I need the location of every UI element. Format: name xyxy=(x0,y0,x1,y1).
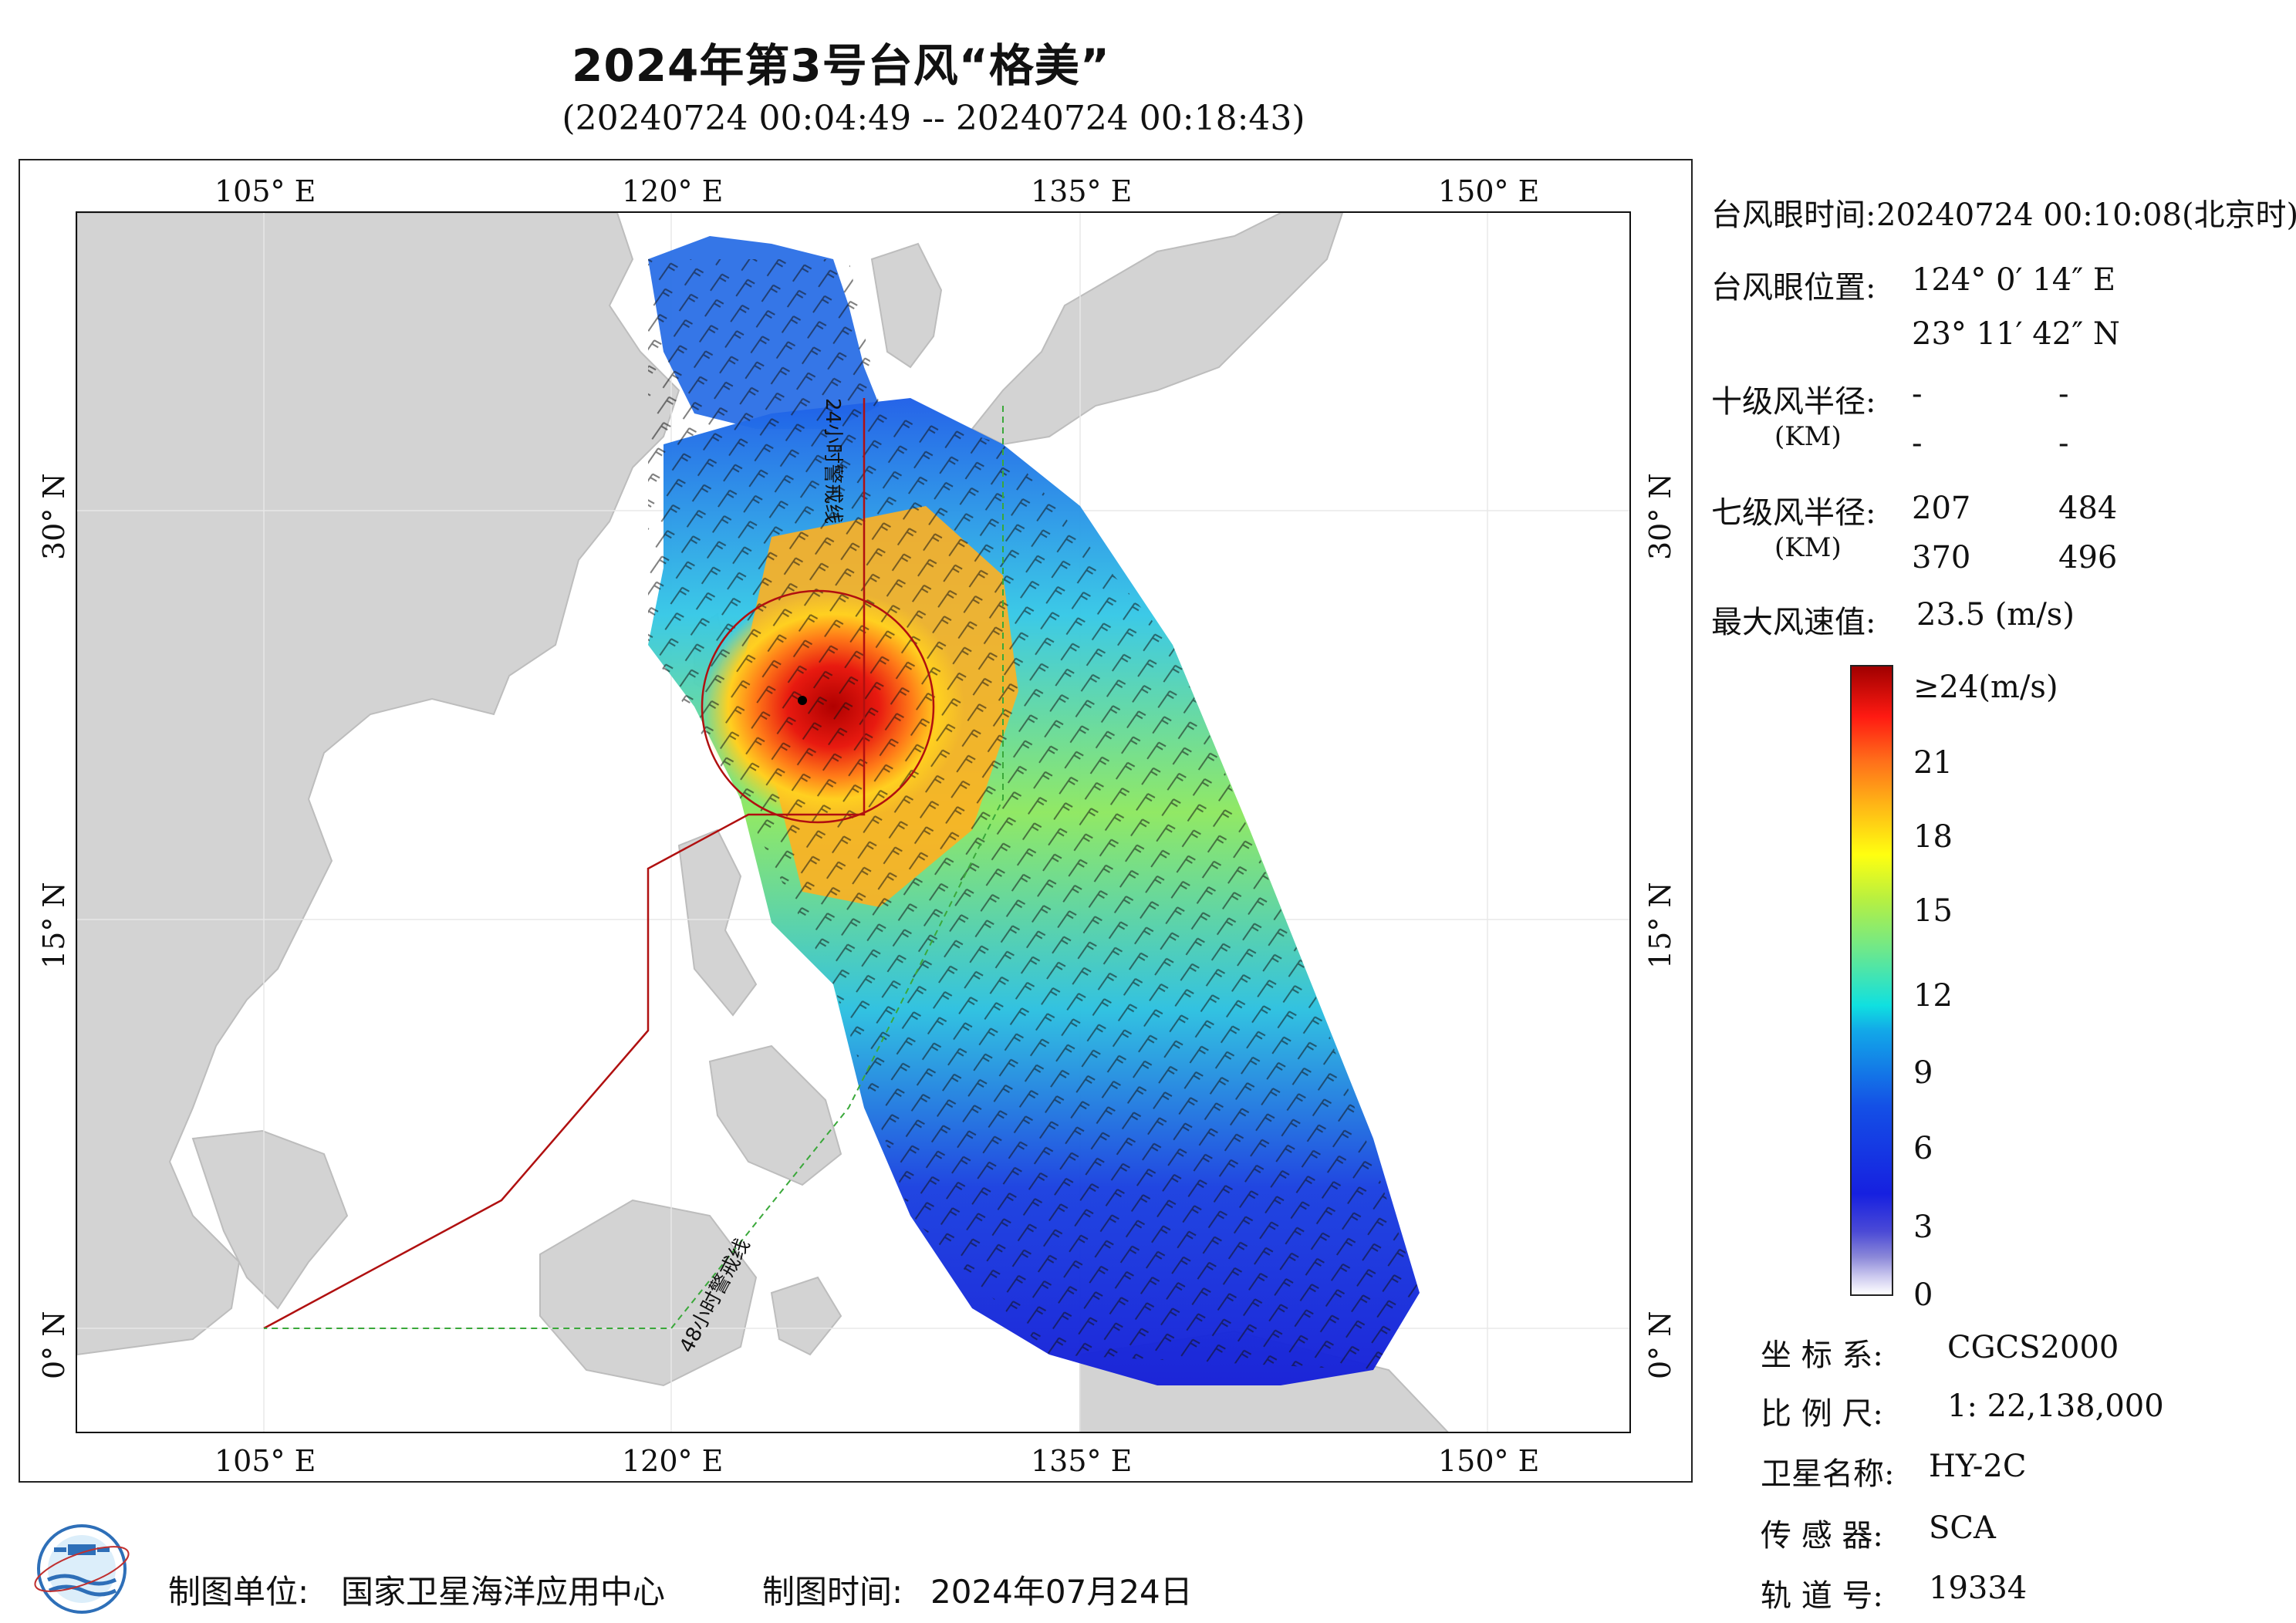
r10-value-3: - xyxy=(1912,426,1923,461)
colorbar-label-0: 0 xyxy=(1913,1277,1933,1313)
map-canvas xyxy=(77,213,1629,1432)
colorbar-label-12: 12 xyxy=(1913,978,1953,1014)
lon-bottom-135: 135° E xyxy=(1031,1444,1133,1478)
colorbar-label-18: 18 xyxy=(1913,819,1953,855)
eye-longitude: 124° 0′ 14″ E xyxy=(1912,262,2116,298)
eye-time-value: 20240724 00:10:08(北京时) xyxy=(1876,197,2296,233)
colorbar-label-24: ≥24(m/s) xyxy=(1913,670,2058,705)
sensor-label: 传 感 器: xyxy=(1761,1518,1883,1554)
scale-value: 1: 22,138,000 xyxy=(1947,1388,2164,1424)
production-time-label: 制图时间: xyxy=(762,1573,903,1611)
production-time-value: 2024年07月24日 xyxy=(930,1573,1193,1611)
r10-value-1: - xyxy=(1912,376,1923,412)
eye-time-label: 台风眼时间: xyxy=(1711,197,1876,233)
r7-value-1: 207 xyxy=(1912,491,1971,526)
colorbar-label-9: 9 xyxy=(1913,1055,1933,1091)
r10-value-4: - xyxy=(2058,426,2069,461)
lat-right-0: 0° N xyxy=(1643,1311,1677,1379)
lat-left-0: 0° N xyxy=(37,1311,71,1379)
max-wind-label: 最大风速值: xyxy=(1711,605,1876,640)
lat-right-30: 30° N xyxy=(1643,473,1677,560)
producer-label: 制图单位: xyxy=(168,1573,309,1611)
colorbar-label-15: 15 xyxy=(1913,893,1953,929)
wind-radius-circle xyxy=(701,589,935,824)
eye-latitude: 23° 11′ 42″ N xyxy=(1912,316,2120,352)
warning-24h-label: 24小时警戒线 xyxy=(821,398,844,525)
land-korea xyxy=(870,242,943,369)
r10-value-2: - xyxy=(2058,376,2069,412)
land-borneo xyxy=(539,1199,758,1387)
lat-right-15: 15° N xyxy=(1643,882,1677,969)
satellite-value: HY-2C xyxy=(1929,1449,2027,1484)
lon-top-105: 105° E xyxy=(214,174,316,208)
land-sulawesi xyxy=(770,1276,842,1356)
map-frame xyxy=(19,159,1693,1483)
land-asia-mainland xyxy=(77,213,680,1356)
producer-value: 国家卫星海洋应用中心 xyxy=(341,1573,666,1611)
crs-label: 坐 标 系: xyxy=(1761,1338,1883,1373)
orbit-label: 轨 道 号: xyxy=(1761,1578,1883,1614)
map-title: 2024年第3号台风“格美” xyxy=(571,39,1111,92)
crs-value: CGCS2000 xyxy=(1947,1330,2119,1365)
sensor-value: SCA xyxy=(1929,1510,1996,1546)
r7-unit: (KM) xyxy=(1774,532,1842,563)
land-luzon xyxy=(677,828,758,1017)
eye-position-label: 台风眼位置: xyxy=(1711,270,1876,305)
colorbar-label-3: 3 xyxy=(1913,1210,1933,1245)
scale-label: 比 例 尺: xyxy=(1761,1396,1883,1432)
agency-logo-icon xyxy=(31,1518,133,1620)
warning-line-48h xyxy=(264,406,1004,1329)
max-wind-value: 23.5 (m/s) xyxy=(1916,597,2075,633)
lon-top-120: 120° E xyxy=(622,174,724,208)
lon-top-150: 150° E xyxy=(1438,174,1540,208)
lon-bottom-105: 105° E xyxy=(214,1444,316,1478)
lat-left-30: 30° N xyxy=(37,473,71,560)
lat-left-15: 15° N xyxy=(37,882,71,969)
land-japan xyxy=(971,213,1344,446)
colorbar-label-6: 6 xyxy=(1913,1131,1933,1166)
r7-value-3: 370 xyxy=(1912,540,1971,575)
lon-top-135: 135° E xyxy=(1031,174,1133,208)
map-subtitle: (20240724 00:04:49 -- 20240724 00:18:43) xyxy=(562,99,1305,138)
r7-label: 七级风半径: xyxy=(1711,495,1876,531)
typhoon-eye-marker xyxy=(798,696,807,705)
wind-field-map: 24小时警戒线 48小时警戒线 xyxy=(76,211,1631,1433)
lon-bottom-150: 150° E xyxy=(1438,1444,1540,1478)
satellite-label: 卫星名称: xyxy=(1761,1456,1895,1492)
lon-bottom-120: 120° E xyxy=(622,1444,724,1478)
land-philippines-south xyxy=(708,1044,842,1186)
wind-speed-colorbar xyxy=(1850,665,1893,1296)
r7-value-4: 496 xyxy=(2058,540,2118,575)
r10-unit: (KM) xyxy=(1774,421,1842,452)
colorbar-label-21: 21 xyxy=(1913,745,1953,781)
r7-value-2: 484 xyxy=(2058,491,2118,526)
land-indochina xyxy=(191,1129,349,1310)
warning-line-24h xyxy=(263,398,866,1330)
orbit-value: 19334 xyxy=(1929,1571,2028,1606)
r10-label: 十级风半径: xyxy=(1711,384,1876,420)
